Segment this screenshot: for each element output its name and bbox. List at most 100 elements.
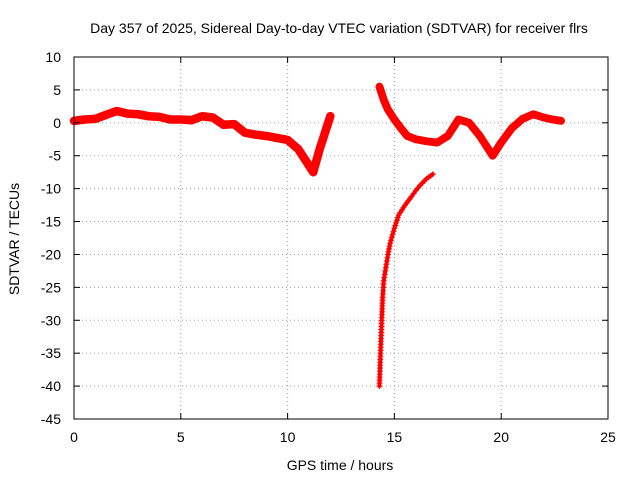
y-tick-label: -40 bbox=[41, 378, 61, 394]
data-point-marker bbox=[97, 113, 104, 120]
data-point-marker bbox=[156, 113, 163, 120]
data-point-marker bbox=[196, 114, 203, 121]
plot-frame bbox=[73, 56, 609, 420]
data-point-marker bbox=[193, 115, 200, 122]
y-axis-title: SDTVAR / TECUs bbox=[6, 183, 22, 295]
data-point-marker bbox=[313, 157, 320, 164]
data-point-marker bbox=[524, 113, 531, 120]
data-point-marker bbox=[315, 151, 321, 158]
data-point-marker bbox=[535, 112, 542, 119]
data-point-marker bbox=[388, 237, 394, 244]
data-point-marker bbox=[376, 83, 383, 90]
data-point-marker bbox=[317, 143, 324, 150]
data-point-marker bbox=[404, 133, 411, 139]
data-point-marker bbox=[316, 146, 323, 153]
x-tick-label: 0 bbox=[70, 429, 78, 445]
data-point-marker bbox=[407, 134, 414, 141]
data-point-marker bbox=[409, 135, 416, 142]
x-tick-label: 10 bbox=[280, 429, 296, 445]
data-series-2 bbox=[376, 171, 436, 390]
y-tick-label: -15 bbox=[41, 214, 61, 230]
data-point-marker bbox=[383, 258, 390, 264]
data-point-marker bbox=[390, 228, 397, 235]
data-point-marker bbox=[105, 110, 112, 117]
data-point-marker bbox=[532, 112, 539, 119]
data-point-marker bbox=[325, 118, 332, 125]
data-point-marker bbox=[394, 214, 401, 221]
data-point-marker bbox=[382, 267, 389, 274]
y-tick-label: -25 bbox=[41, 279, 61, 295]
x-tick-label: 25 bbox=[600, 429, 616, 445]
data-point-marker bbox=[522, 114, 529, 121]
data-point-marker bbox=[519, 115, 526, 122]
data-point-marker bbox=[455, 116, 462, 123]
data-point-marker bbox=[538, 113, 545, 120]
data-point-marker bbox=[387, 240, 394, 247]
data-point-marker bbox=[458, 117, 465, 124]
data-point-marker bbox=[113, 108, 120, 114]
data-series-1 bbox=[69, 106, 335, 177]
y-tick-labels: 10 5 0 -5 -10 -15 -20 -25 -30 -35 -40 -45 bbox=[41, 49, 61, 427]
data-point-marker bbox=[394, 217, 400, 224]
x-tick-label: 20 bbox=[493, 429, 509, 445]
data-point-marker bbox=[310, 169, 317, 176]
x-tick-label: 15 bbox=[387, 429, 403, 445]
data-point-marker bbox=[320, 134, 327, 141]
data-point-marker bbox=[326, 115, 333, 122]
data-point-marker bbox=[388, 234, 395, 241]
data-point-marker bbox=[380, 277, 387, 284]
data-point-marker bbox=[312, 160, 319, 167]
data-point-marker bbox=[389, 231, 396, 238]
data-point-marker bbox=[429, 171, 436, 178]
data-point-marker bbox=[100, 112, 107, 119]
x-tick-label: 5 bbox=[177, 429, 185, 445]
data-point-marker bbox=[321, 132, 328, 138]
data-point-marker bbox=[159, 114, 166, 121]
data-series-layer bbox=[69, 82, 565, 390]
data-point-marker bbox=[540, 114, 547, 121]
data-point-marker bbox=[108, 109, 115, 116]
data-point-marker bbox=[322, 129, 329, 136]
axes bbox=[73, 56, 609, 420]
data-point-marker bbox=[315, 149, 322, 155]
data-point-marker bbox=[95, 114, 101, 121]
data-point-marker bbox=[543, 115, 550, 122]
data-point-marker bbox=[327, 113, 334, 120]
data-point-marker bbox=[324, 121, 331, 128]
x-axis-title: GPS time / hours bbox=[287, 457, 394, 473]
data-point-marker bbox=[111, 109, 117, 115]
data-point-marker bbox=[391, 225, 398, 232]
y-tick-label: -45 bbox=[41, 411, 61, 427]
data-point-marker bbox=[378, 88, 385, 95]
y-tick-label: -35 bbox=[41, 345, 61, 361]
data-point-marker bbox=[103, 111, 109, 118]
y-tick-label: 0 bbox=[53, 115, 61, 131]
data-point-marker bbox=[161, 115, 168, 122]
y-tick-label: -20 bbox=[41, 246, 61, 262]
data-point-marker bbox=[314, 154, 321, 161]
data-point-marker bbox=[379, 91, 385, 98]
data-point-marker bbox=[318, 140, 325, 147]
data-point-marker bbox=[460, 118, 467, 125]
data-point-marker bbox=[463, 119, 470, 125]
data-point-marker bbox=[546, 115, 553, 122]
data-point-marker bbox=[558, 117, 565, 124]
data-point-marker bbox=[164, 115, 171, 122]
data-point-marker bbox=[323, 126, 329, 133]
data-point-marker bbox=[191, 116, 198, 123]
y-tick-label: -10 bbox=[41, 181, 61, 197]
data-point-marker bbox=[377, 86, 384, 93]
data-point-marker bbox=[393, 219, 400, 226]
chart-title: Day 357 of 2025, Sidereal Day-to-day VTE… bbox=[90, 20, 588, 36]
data-point-marker bbox=[311, 163, 318, 170]
data-point-marker bbox=[379, 94, 386, 101]
data-point-marker bbox=[116, 108, 123, 115]
data-series-3 bbox=[375, 82, 565, 160]
grid-lines bbox=[74, 57, 608, 419]
data-point-marker bbox=[323, 123, 330, 130]
y-tick-label: 10 bbox=[45, 49, 61, 65]
data-point-marker bbox=[527, 112, 534, 119]
